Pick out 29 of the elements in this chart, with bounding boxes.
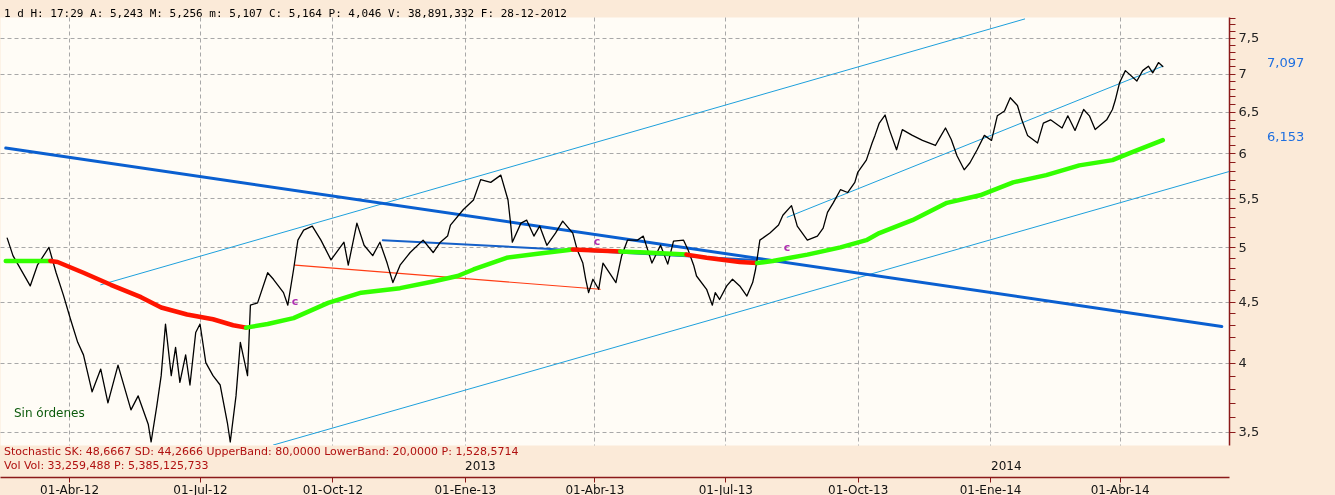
annotation: c	[291, 295, 299, 308]
y-tick-label: 4,5	[1238, 294, 1260, 310]
text: 6,153	[1267, 129, 1305, 144]
text: 7,097	[1267, 55, 1305, 70]
x-tick-label: 01-Abr-12	[40, 482, 100, 495]
x-tick-label: 01-Jul-12	[173, 482, 228, 495]
x-tick-label: 01-Jul-13	[698, 482, 753, 495]
annotation: c	[783, 241, 791, 254]
text: 2013	[465, 459, 496, 473]
x-tick-label: 01-Oct-12	[302, 482, 364, 495]
y-tick-label: 5,5	[1238, 190, 1260, 206]
text: 2014	[991, 459, 1022, 473]
x-tick-label: 01-Abr-14	[1090, 482, 1150, 495]
y-tick-label: 6,5	[1238, 104, 1260, 120]
x-tick-label: 01-Abr-13	[565, 482, 625, 495]
y-tick-label: 7	[1238, 66, 1247, 82]
text: Vol Vol: 33,259,488 P: 5,385,125,733	[4, 459, 209, 472]
annotation: Sin órdenes	[14, 406, 85, 420]
x-tick-label: 01-Ene-14	[959, 482, 1022, 495]
x-tick-label: 01-Oct-13	[828, 482, 889, 495]
y-tick-label: 3,5	[1238, 424, 1260, 440]
y-tick-label: 7,5	[1238, 30, 1260, 46]
y-tick-label: 6	[1238, 145, 1247, 161]
annotation: Stochastic SK: 48,6667 SD: 44,2666 UpperBand: 80,0000 LowerBand: 20,0000 P: 1,528,5714	[4, 445, 519, 458]
x-tick-label: 01-Ene-13	[434, 482, 497, 495]
annotation: c	[593, 235, 601, 248]
chart-title: 1 d H: 17:29 A: 5,243 M: 5,256 m: 5,107 C: 5,164 P: 4,046 V: 38,891,332 F: 28-12-2012	[4, 6, 567, 20]
y-tick-label: 4	[1238, 355, 1247, 371]
y-tick-label: 5	[1238, 239, 1247, 255]
